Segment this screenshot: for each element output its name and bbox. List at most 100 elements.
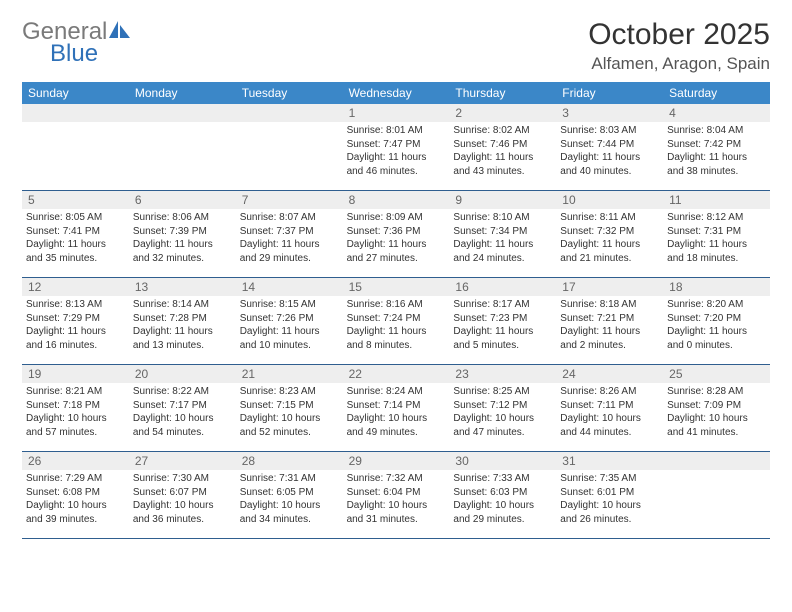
- day-number: 18: [663, 278, 770, 296]
- week-row: 12Sunrise: 8:13 AMSunset: 7:29 PMDayligh…: [22, 278, 770, 365]
- day-cell: 25Sunrise: 8:28 AMSunset: 7:09 PMDayligh…: [663, 365, 770, 451]
- day-body: Sunrise: 8:10 AMSunset: 7:34 PMDaylight:…: [449, 209, 556, 269]
- day-cell: 31Sunrise: 7:35 AMSunset: 6:01 PMDayligh…: [556, 452, 663, 538]
- day-number: 26: [22, 452, 129, 470]
- day-cell: 15Sunrise: 8:16 AMSunset: 7:24 PMDayligh…: [343, 278, 450, 364]
- day-body: Sunrise: 8:25 AMSunset: 7:12 PMDaylight:…: [449, 383, 556, 443]
- day-number: 21: [236, 365, 343, 383]
- dow-cell: Monday: [129, 82, 236, 104]
- day-number: 13: [129, 278, 236, 296]
- day-number: 11: [663, 191, 770, 209]
- day-body: Sunrise: 8:21 AMSunset: 7:18 PMDaylight:…: [22, 383, 129, 443]
- day-number: 22: [343, 365, 450, 383]
- day-number: 12: [22, 278, 129, 296]
- day-cell: 29Sunrise: 7:32 AMSunset: 6:04 PMDayligh…: [343, 452, 450, 538]
- day-number: 15: [343, 278, 450, 296]
- day-body: Sunrise: 8:01 AMSunset: 7:47 PMDaylight:…: [343, 122, 450, 182]
- day-cell: 10Sunrise: 8:11 AMSunset: 7:32 PMDayligh…: [556, 191, 663, 277]
- day-body: Sunrise: 7:31 AMSunset: 6:05 PMDaylight:…: [236, 470, 343, 530]
- day-number: 17: [556, 278, 663, 296]
- day-number: 20: [129, 365, 236, 383]
- day-body: Sunrise: 8:16 AMSunset: 7:24 PMDaylight:…: [343, 296, 450, 356]
- empty-day-cell: [663, 452, 770, 538]
- day-cell: 14Sunrise: 8:15 AMSunset: 7:26 PMDayligh…: [236, 278, 343, 364]
- day-cell: 24Sunrise: 8:26 AMSunset: 7:11 PMDayligh…: [556, 365, 663, 451]
- day-body: Sunrise: 8:15 AMSunset: 7:26 PMDaylight:…: [236, 296, 343, 356]
- day-number: 7: [236, 191, 343, 209]
- day-cell: 1Sunrise: 8:01 AMSunset: 7:47 PMDaylight…: [343, 104, 450, 190]
- calendar: SundayMondayTuesdayWednesdayThursdayFrid…: [22, 82, 770, 539]
- day-number: 1: [343, 104, 450, 122]
- dow-cell: Sunday: [22, 82, 129, 104]
- day-body: Sunrise: 7:33 AMSunset: 6:03 PMDaylight:…: [449, 470, 556, 530]
- day-body: Sunrise: 8:03 AMSunset: 7:44 PMDaylight:…: [556, 122, 663, 182]
- day-body: Sunrise: 7:32 AMSunset: 6:04 PMDaylight:…: [343, 470, 450, 530]
- day-cell: 9Sunrise: 8:10 AMSunset: 7:34 PMDaylight…: [449, 191, 556, 277]
- day-body: Sunrise: 8:05 AMSunset: 7:41 PMDaylight:…: [22, 209, 129, 269]
- day-number: 23: [449, 365, 556, 383]
- week-row: 5Sunrise: 8:05 AMSunset: 7:41 PMDaylight…: [22, 191, 770, 278]
- dow-cell: Wednesday: [343, 82, 450, 104]
- day-body: Sunrise: 8:20 AMSunset: 7:20 PMDaylight:…: [663, 296, 770, 356]
- empty-day-cell: [236, 104, 343, 190]
- day-body: Sunrise: 7:35 AMSunset: 6:01 PMDaylight:…: [556, 470, 663, 530]
- day-body: Sunrise: 8:09 AMSunset: 7:36 PMDaylight:…: [343, 209, 450, 269]
- day-cell: 16Sunrise: 8:17 AMSunset: 7:23 PMDayligh…: [449, 278, 556, 364]
- day-cell: 4Sunrise: 8:04 AMSunset: 7:42 PMDaylight…: [663, 104, 770, 190]
- day-number: 8: [343, 191, 450, 209]
- logo-text-blue: Blue: [50, 40, 131, 68]
- day-body: Sunrise: 8:11 AMSunset: 7:32 PMDaylight:…: [556, 209, 663, 269]
- day-cell: 2Sunrise: 8:02 AMSunset: 7:46 PMDaylight…: [449, 104, 556, 190]
- day-body: Sunrise: 8:04 AMSunset: 7:42 PMDaylight:…: [663, 122, 770, 182]
- day-cell: 8Sunrise: 8:09 AMSunset: 7:36 PMDaylight…: [343, 191, 450, 277]
- day-cell: 6Sunrise: 8:06 AMSunset: 7:39 PMDaylight…: [129, 191, 236, 277]
- day-body: Sunrise: 8:23 AMSunset: 7:15 PMDaylight:…: [236, 383, 343, 443]
- day-cell: 19Sunrise: 8:21 AMSunset: 7:18 PMDayligh…: [22, 365, 129, 451]
- day-body: Sunrise: 7:30 AMSunset: 6:07 PMDaylight:…: [129, 470, 236, 530]
- day-number: 5: [22, 191, 129, 209]
- title-block: October 2025 Alfamen, Aragon, Spain: [588, 18, 770, 74]
- day-number: 19: [22, 365, 129, 383]
- day-cell: 22Sunrise: 8:24 AMSunset: 7:14 PMDayligh…: [343, 365, 450, 451]
- day-cell: 18Sunrise: 8:20 AMSunset: 7:20 PMDayligh…: [663, 278, 770, 364]
- day-number: 10: [556, 191, 663, 209]
- day-cell: 11Sunrise: 8:12 AMSunset: 7:31 PMDayligh…: [663, 191, 770, 277]
- empty-day-cell: [22, 104, 129, 190]
- logo: General Blue: [22, 18, 131, 68]
- month-title: October 2025: [588, 18, 770, 52]
- day-body: Sunrise: 7:29 AMSunset: 6:08 PMDaylight:…: [22, 470, 129, 530]
- day-cell: 23Sunrise: 8:25 AMSunset: 7:12 PMDayligh…: [449, 365, 556, 451]
- day-body: Sunrise: 8:26 AMSunset: 7:11 PMDaylight:…: [556, 383, 663, 443]
- day-body: Sunrise: 8:07 AMSunset: 7:37 PMDaylight:…: [236, 209, 343, 269]
- day-body: Sunrise: 8:14 AMSunset: 7:28 PMDaylight:…: [129, 296, 236, 356]
- day-cell: 27Sunrise: 7:30 AMSunset: 6:07 PMDayligh…: [129, 452, 236, 538]
- day-body: Sunrise: 8:17 AMSunset: 7:23 PMDaylight:…: [449, 296, 556, 356]
- day-number: 9: [449, 191, 556, 209]
- day-body: Sunrise: 8:13 AMSunset: 7:29 PMDaylight:…: [22, 296, 129, 356]
- day-number: 24: [556, 365, 663, 383]
- day-number: 2: [449, 104, 556, 122]
- day-number: 27: [129, 452, 236, 470]
- dow-cell: Friday: [556, 82, 663, 104]
- week-row: 19Sunrise: 8:21 AMSunset: 7:18 PMDayligh…: [22, 365, 770, 452]
- day-body: Sunrise: 8:02 AMSunset: 7:46 PMDaylight:…: [449, 122, 556, 182]
- day-number: 6: [129, 191, 236, 209]
- day-number: 25: [663, 365, 770, 383]
- weeks-container: 1Sunrise: 8:01 AMSunset: 7:47 PMDaylight…: [22, 104, 770, 539]
- day-number: 29: [343, 452, 450, 470]
- day-number: 31: [556, 452, 663, 470]
- week-row: 26Sunrise: 7:29 AMSunset: 6:08 PMDayligh…: [22, 452, 770, 539]
- day-body: Sunrise: 8:06 AMSunset: 7:39 PMDaylight:…: [129, 209, 236, 269]
- day-number: 28: [236, 452, 343, 470]
- week-row: 1Sunrise: 8:01 AMSunset: 7:47 PMDaylight…: [22, 104, 770, 191]
- empty-day-cell: [129, 104, 236, 190]
- day-body: Sunrise: 8:24 AMSunset: 7:14 PMDaylight:…: [343, 383, 450, 443]
- day-number: 14: [236, 278, 343, 296]
- day-body: Sunrise: 8:18 AMSunset: 7:21 PMDaylight:…: [556, 296, 663, 356]
- day-cell: 3Sunrise: 8:03 AMSunset: 7:44 PMDaylight…: [556, 104, 663, 190]
- day-cell: 28Sunrise: 7:31 AMSunset: 6:05 PMDayligh…: [236, 452, 343, 538]
- day-cell: 5Sunrise: 8:05 AMSunset: 7:41 PMDaylight…: [22, 191, 129, 277]
- day-body: Sunrise: 8:22 AMSunset: 7:17 PMDaylight:…: [129, 383, 236, 443]
- header: General Blue October 2025 Alfamen, Arago…: [22, 18, 770, 74]
- day-cell: 21Sunrise: 8:23 AMSunset: 7:15 PMDayligh…: [236, 365, 343, 451]
